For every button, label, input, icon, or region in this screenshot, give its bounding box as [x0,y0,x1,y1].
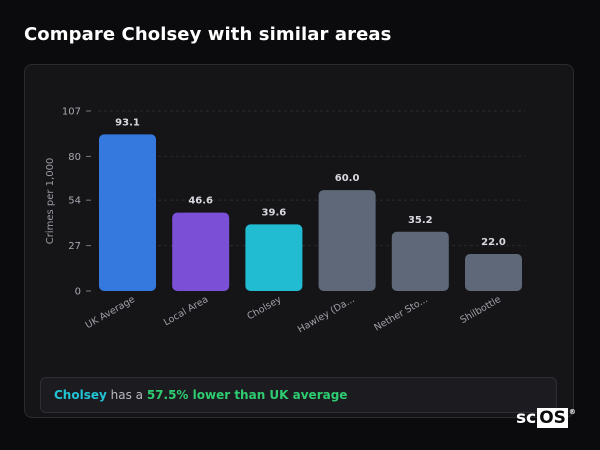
y-tick-label: 80 [68,152,81,163]
summary-area: Cholsey [54,388,107,402]
bar [318,190,376,291]
bar [99,134,156,291]
scos-logo: sc OS ® [516,408,576,428]
bar-value-label: 22.0 [481,237,506,248]
x-tick-label: Cholsey [245,294,283,322]
y-tick-label: 27 [68,241,81,252]
y-tick-label: 0 [75,287,81,298]
bar [465,253,522,291]
logo-prefix: sc [516,408,537,428]
bar [245,224,303,291]
page-title: Compare Cholsey with similar areas [24,24,392,45]
summary-comparison: 57.5% lower than UK average [146,388,348,402]
summary-banner: Cholsey has a 57.5% lower than UK averag… [40,377,557,413]
bar [172,212,230,291]
logo-box: OS [537,408,568,428]
x-tick-label: Shilbottle [458,294,503,326]
y-axis-label: Crimes per 1,000 [45,158,56,245]
bar-value-label: 46.6 [188,196,213,207]
bar [391,231,449,291]
bar-value-label: 35.2 [408,215,433,226]
bar-value-label: 93.1 [115,117,140,128]
x-tick-label: Nether Sto... [372,294,429,333]
x-tick-label: Local Area [162,294,210,328]
x-tick-label: UK Average [84,294,137,331]
bar-value-label: 39.6 [262,207,287,218]
y-tick-label: 54 [68,196,81,207]
summary-text: has a [106,388,147,402]
y-tick-label: 107 [62,107,81,118]
logo-registered-mark: ® [568,408,576,416]
x-tick-label: Hawley (Da... [296,294,357,335]
bar-value-label: 60.0 [335,173,360,184]
